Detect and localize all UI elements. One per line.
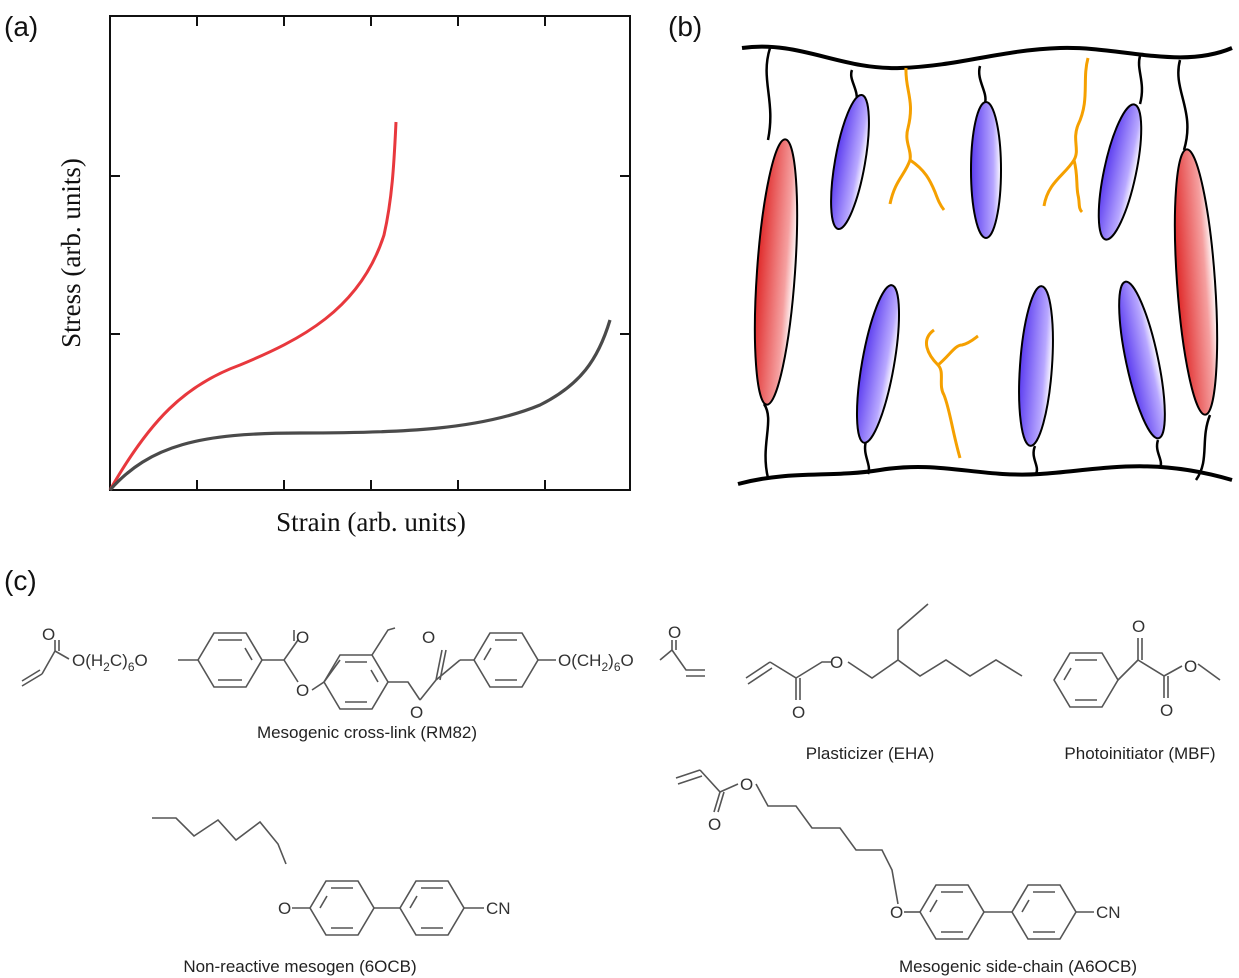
panel-b-label: (b) — [668, 11, 702, 42]
plasticizer-chain — [888, 67, 946, 211]
red-mesogen — [1173, 148, 1219, 416]
plot-frame — [109, 15, 631, 491]
rm82-o4: O — [410, 703, 423, 722]
eha-structure: O O Plasticizer (EHA) — [745, 603, 1023, 763]
rm82-carbonyl-o: O — [42, 625, 55, 644]
blue-mesogen — [830, 93, 870, 231]
mbf-label: Photoinitiator (MBF) — [1064, 744, 1215, 763]
rm82-structure: O O(H2C)6O O O O O O(CH2)6O O Mesogenic … — [21, 623, 705, 742]
ocb6-structure: O CN Non-reactive mesogen (6OCB) — [152, 817, 511, 976]
top-backbone — [741, 44, 1233, 71]
tether — [863, 440, 871, 475]
a6ocb-label: Mesogenic side-chain (A6OCB) — [899, 957, 1137, 976]
mbf-structure: O O O Photoinitiator (MBF) — [1053, 617, 1221, 763]
blue-mesogen — [855, 284, 901, 444]
bottom-backbone — [737, 464, 1233, 486]
network-diagram — [737, 44, 1233, 486]
blue-mesogen — [1018, 285, 1054, 447]
mbf-o3: O — [1184, 657, 1197, 676]
gray-curve — [108, 319, 612, 492]
plasticizer-chain — [1042, 57, 1090, 214]
x-axis-label: Strain (arb. units) — [276, 507, 466, 537]
mbf-o2: O — [1160, 701, 1173, 720]
rm82-o5: O — [422, 628, 435, 647]
rm82-o3: O — [296, 681, 309, 700]
stress-strain-plot: Stress (arb. units) Strain (arb. units) — [56, 15, 631, 537]
a6ocb-o3: O — [890, 903, 903, 922]
rm82-o6: O — [668, 623, 681, 642]
mbf-o1: O — [1132, 617, 1145, 636]
rm82-label: Mesogenic cross-link (RM82) — [257, 723, 477, 742]
eha-label: Plasticizer (EHA) — [806, 744, 934, 763]
red-mesogen — [753, 138, 799, 406]
tether — [1155, 439, 1163, 469]
blue-mesogen — [970, 101, 1002, 239]
rm82-left-linker: O(H2C)6O — [72, 651, 148, 674]
red-curve — [108, 121, 398, 491]
panel-a-label: (a) — [4, 11, 38, 42]
eha-o1: O — [792, 703, 805, 722]
a6ocb-cn: CN — [1096, 903, 1121, 922]
blue-mesogen — [1097, 103, 1143, 241]
rm82-right-linker: O(CH2)6O — [558, 651, 634, 674]
rm82-o2: O — [296, 628, 309, 647]
y-axis-label: Stress (arb. units) — [56, 158, 86, 348]
tether — [1137, 55, 1144, 105]
eha-o2: O — [830, 653, 843, 672]
tether — [762, 403, 770, 479]
plasticizer-chain — [924, 328, 979, 459]
tether — [977, 65, 987, 104]
a6ocb-o2: O — [740, 775, 753, 794]
a6ocb-structure: O O O CN Mesogenic side-chain (A6OCB) — [675, 769, 1137, 976]
tether — [765, 47, 772, 141]
a6ocb-o1: O — [708, 815, 721, 834]
ocb6-cn: CN — [486, 899, 511, 918]
tether — [1194, 414, 1212, 481]
tether — [1177, 59, 1189, 151]
blue-mesogen — [1118, 280, 1166, 440]
ocb6-label: Non-reactive mesogen (6OCB) — [183, 957, 416, 976]
panel-c-label: (c) — [4, 565, 37, 596]
ocb6-o: O — [278, 899, 291, 918]
tether — [1032, 445, 1039, 475]
